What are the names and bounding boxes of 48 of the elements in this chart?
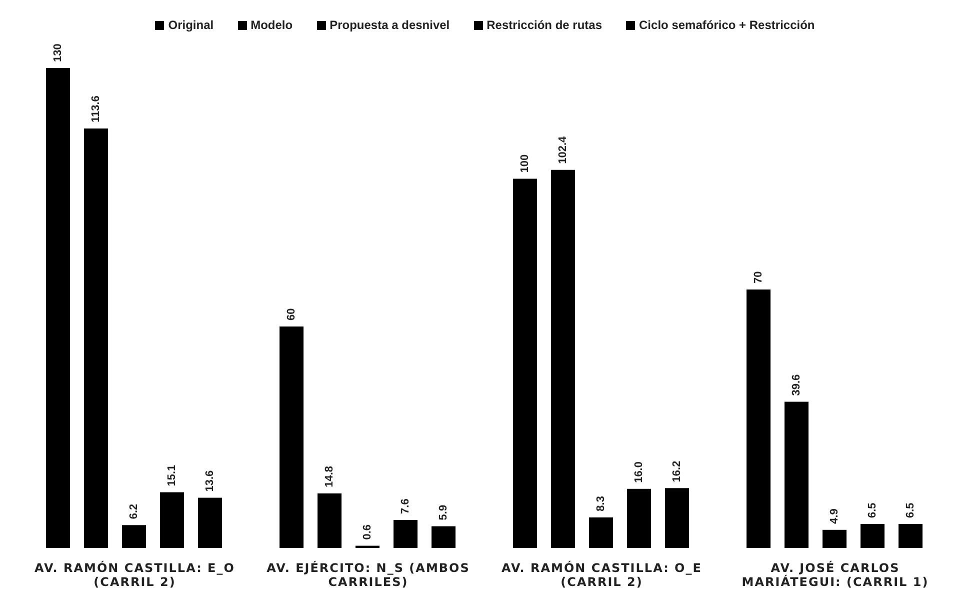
bar: [898, 524, 923, 548]
data-label: 0.6: [362, 524, 374, 540]
data-label: 113.6: [90, 96, 102, 123]
bar: [394, 520, 418, 548]
x-tick-label: AV. EJÉRCITO: N_S (AMBOS CARRILES): [266, 560, 470, 589]
data-label: 5.9: [438, 504, 450, 520]
data-label: 6.2: [128, 504, 140, 520]
bar: [551, 170, 576, 548]
x-tick-label: AV. RAMÓN CASTILLA: O_E (CARRIL 2): [502, 560, 702, 589]
data-label: 60: [286, 308, 298, 320]
bar: [589, 517, 614, 548]
bar: [513, 178, 538, 548]
data-label: 6.5: [904, 502, 917, 518]
data-label: 39.6: [790, 374, 803, 396]
bar: [822, 530, 847, 548]
bar: [784, 402, 809, 548]
bar: [746, 290, 771, 548]
bar: [665, 488, 690, 548]
bar: [198, 498, 222, 548]
legend-label: Restricción de rutas: [486, 18, 602, 32]
data-label: 16.0: [633, 462, 646, 483]
data-label: 130: [52, 44, 64, 62]
legend-label: Propuesta a desnivel: [328, 18, 450, 32]
legend-label: Original: [167, 18, 214, 32]
data-label: 14.8: [324, 466, 336, 488]
bar: [160, 492, 184, 548]
legend-label: Modelo: [250, 18, 293, 32]
bar: [46, 68, 70, 548]
bar: [122, 525, 146, 548]
data-label: 13.6: [204, 470, 216, 492]
bar: [432, 526, 456, 548]
bar: [860, 524, 885, 548]
data-label: 15.1: [166, 464, 178, 486]
data-label: 102.4: [557, 136, 570, 164]
legend-label: Ciclo semafórico + Restricción: [638, 18, 815, 32]
x-tick-label: AV. JOSÉ CARLOS MARIÁTEGUI: (CARRIL 1): [742, 560, 929, 589]
data-label: 4.9: [828, 508, 841, 524]
bar: [318, 493, 342, 548]
data-label: 70: [752, 271, 765, 284]
data-label: 16.2: [671, 460, 684, 482]
data-label: 8.3: [595, 496, 608, 512]
data-label: 100: [519, 154, 532, 173]
bar: [84, 128, 108, 548]
bar: [627, 488, 652, 548]
bar: [280, 326, 304, 548]
data-label: 6.5: [866, 502, 879, 518]
data-label: 7.6: [400, 498, 412, 514]
x-tick-label: AV. RAMÓN CASTILLA: E_O (CARRIL 2): [34, 560, 235, 589]
